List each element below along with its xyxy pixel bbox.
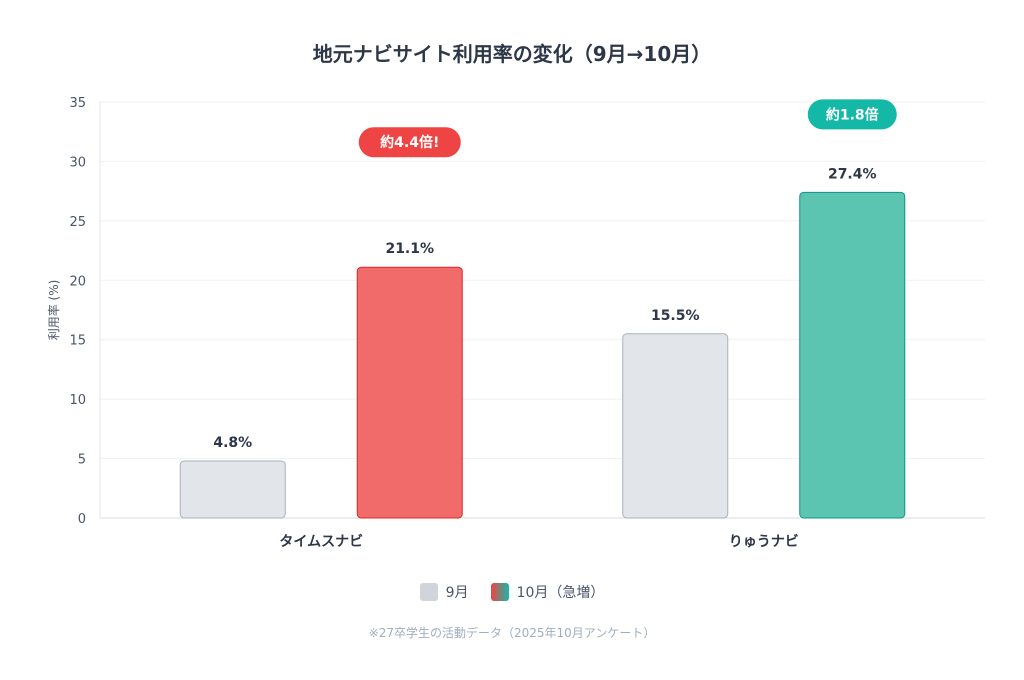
y-tick-label: 15 [69, 334, 86, 349]
legend-item-oct[interactable]: 10月（急増） [490, 582, 605, 602]
data-label: 4.8% [213, 435, 252, 451]
bar [799, 191, 906, 519]
legend-label-sep: 9月 [445, 585, 469, 601]
annotation-text: 約1.8倍 [826, 106, 879, 123]
y-axis-label: 利用率 (%) [46, 280, 61, 341]
legend: 9月 10月（急増） [0, 582, 1024, 602]
data-label: 15.5% [651, 308, 700, 324]
bar [179, 460, 286, 519]
chart-title: 地元ナビサイト利用率の変化（9月→10月） [312, 42, 712, 66]
y-tick-label: 0 [78, 512, 86, 527]
data-label: 27.4% [828, 166, 877, 182]
y-tick-label: 20 [69, 274, 86, 289]
data-label: 21.1% [385, 241, 434, 257]
legend-label-oct: 10月（急増） [516, 585, 605, 601]
annotation-badge [358, 127, 461, 158]
x-tick-label: りゅうナビ [729, 534, 799, 550]
legend-swatch-oct [490, 583, 509, 601]
y-tick-label: 30 [69, 155, 86, 170]
legend-item-sep[interactable]: 9月 [419, 582, 469, 602]
legend-swatch-sep [419, 583, 438, 601]
y-tick-label: 35 [69, 96, 86, 111]
y-tick-label: 10 [69, 393, 86, 408]
y-tick-label: 5 [78, 453, 86, 468]
y-tick-label: 25 [69, 215, 86, 230]
annotation-text: 約4.4倍! [380, 134, 439, 151]
annotation-badge [807, 99, 897, 130]
bar [356, 266, 463, 519]
source-note: ※27卒学生の活動データ（2025年10月アンケート） [368, 626, 656, 640]
x-tick-label: タイムスナビ [279, 534, 363, 550]
bar [622, 333, 729, 519]
